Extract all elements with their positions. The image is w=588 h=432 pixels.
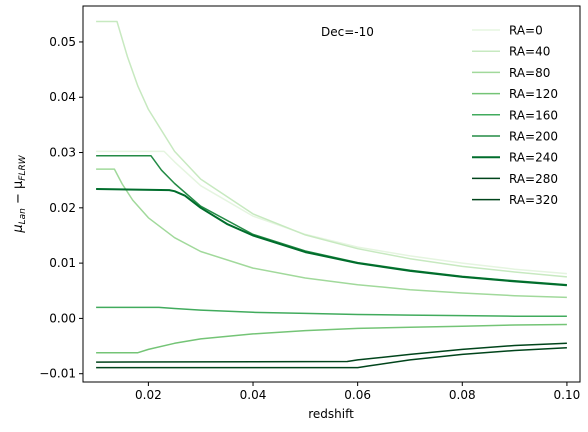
y-tick-label: 0.03 bbox=[49, 146, 76, 160]
x-tick-label: 0.02 bbox=[135, 388, 162, 402]
plot-frame bbox=[82, 5, 581, 383]
y-tick-label: 0.00 bbox=[49, 311, 76, 325]
legend-label: RA=0 bbox=[509, 24, 543, 38]
series-line-1 bbox=[96, 20, 567, 278]
y-tick-label: 0.02 bbox=[49, 201, 76, 215]
legend-label: RA=40 bbox=[509, 45, 550, 59]
series-line-3 bbox=[96, 323, 567, 354]
series-line-4 bbox=[96, 306, 567, 317]
x-tick-label: 0.06 bbox=[344, 388, 371, 402]
y-tick-label: 0.05 bbox=[49, 35, 76, 49]
legend-label: RA=280 bbox=[509, 172, 558, 186]
legend-label: RA=160 bbox=[509, 108, 558, 122]
legend-label: RA=240 bbox=[509, 151, 558, 165]
y-axis-label-minus: − μ bbox=[11, 181, 26, 208]
legend-label: RA=80 bbox=[509, 66, 550, 80]
x-axis-label: redshift bbox=[308, 407, 354, 421]
x-tick-label: 0.04 bbox=[240, 388, 267, 402]
series-line-6 bbox=[96, 188, 567, 287]
x-axis: 0.02 0.04 0.06 0.08 0.10 bbox=[135, 382, 580, 402]
series-layer bbox=[96, 20, 567, 369]
x-tick-label: 0.10 bbox=[554, 388, 581, 402]
legend-label: RA=200 bbox=[509, 130, 558, 144]
y-axis-label-sub1: Lan bbox=[18, 208, 28, 225]
y-axis-label: μLan − μFLRW bbox=[11, 154, 28, 233]
y-tick-label: 0.04 bbox=[49, 90, 76, 104]
x-tick-label: 0.08 bbox=[449, 388, 476, 402]
y-axis-label-sub2: FLRW bbox=[18, 154, 28, 180]
series-line-2 bbox=[96, 168, 567, 299]
y-tick-label: 0.01 bbox=[49, 256, 76, 270]
y-axis: −0.01 0.00 0.01 0.02 0.03 0.04 0.05 bbox=[39, 35, 83, 381]
y-tick-label: −0.01 bbox=[39, 367, 76, 381]
legend: RA=0 RA=40 RA=80 RA=120 RA=160 RA=200 RA=240 RA… bbox=[472, 24, 558, 207]
series-line-8 bbox=[96, 342, 567, 363]
y-axis-label-mu: μ bbox=[11, 224, 26, 233]
legend-label: RA=320 bbox=[509, 193, 558, 207]
series-line-7 bbox=[96, 346, 567, 369]
legend-label: RA=120 bbox=[509, 87, 558, 101]
dec-annotation: Dec=-10 bbox=[321, 25, 374, 39]
